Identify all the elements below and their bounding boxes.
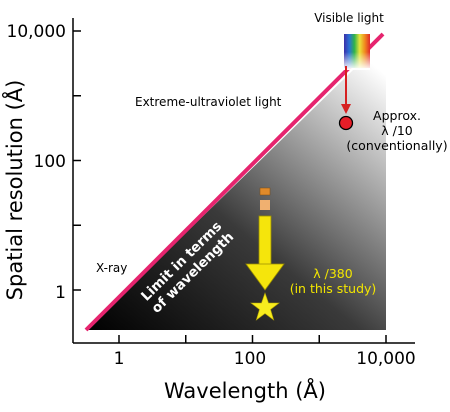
this-study-label-line1: λ /380 bbox=[313, 266, 352, 281]
y-tick-label-1: 1 bbox=[55, 283, 66, 303]
yellow-arrow-head bbox=[245, 263, 285, 291]
conventional-label-line1: Approx. bbox=[373, 108, 421, 123]
this-study-star bbox=[250, 292, 280, 321]
x-ray-label: X-ray bbox=[96, 261, 127, 275]
x-axis-title: Wavelength (Å) bbox=[164, 377, 326, 403]
y-axis-title: Spatial resolution (Å) bbox=[1, 80, 27, 301]
y-tick-label-100: 100 bbox=[34, 152, 66, 172]
arrow-shaft bbox=[258, 215, 272, 267]
conventional-point bbox=[338, 115, 354, 131]
conventional-label-line2: λ /10 bbox=[381, 123, 413, 138]
arrow-step-1 bbox=[259, 187, 271, 196]
x-tick-label-1: 1 bbox=[114, 349, 125, 369]
x-tick-label-100: 100 bbox=[234, 349, 266, 369]
limit-line bbox=[84, 32, 385, 332]
axis-ticks bbox=[73, 30, 387, 343]
euv-label: Extreme-ultraviolet light bbox=[135, 95, 282, 109]
this-study-label-line2: (in this study) bbox=[290, 281, 377, 296]
conventional-label-line3: (conventionally) bbox=[346, 138, 447, 153]
x-tick-label-10000: 10,000 bbox=[356, 349, 415, 369]
y-tick-label-10000: 10,000 bbox=[7, 22, 66, 42]
visible-light-fade bbox=[344, 52, 370, 70]
arrow-step-2 bbox=[260, 200, 270, 210]
red-arrow-head bbox=[341, 104, 351, 114]
visible-light-label: Visible light bbox=[314, 11, 384, 25]
